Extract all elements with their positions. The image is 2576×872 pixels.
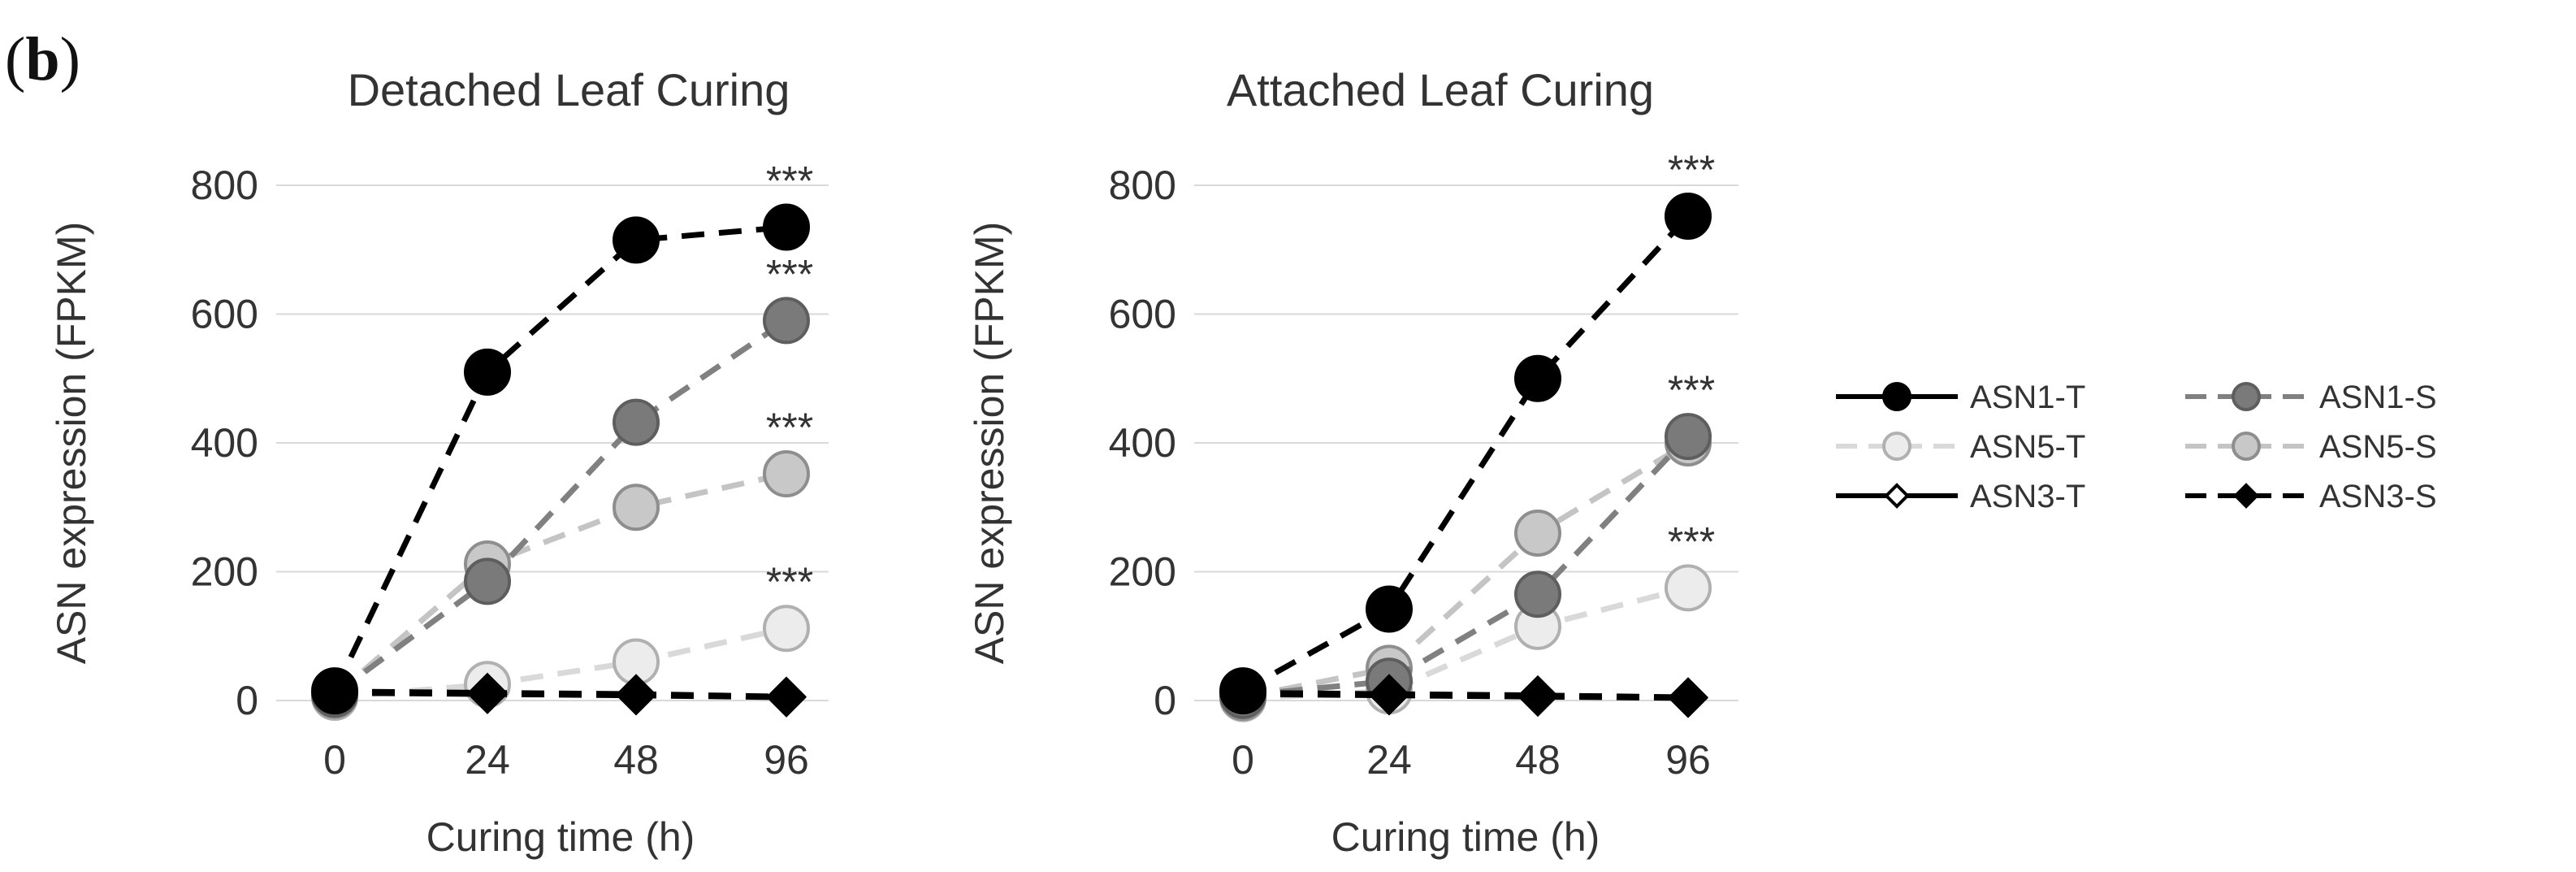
- series-line-asn3-s: [334, 688, 787, 700]
- series-line-asn1-s: [332, 318, 788, 696]
- legend-entry-asn1-s: ASN1-S: [2185, 380, 2437, 415]
- legend-marker: [1882, 382, 1911, 411]
- legend-entry-asn3-s: ASN3-S: [2185, 479, 2437, 514]
- series-asn1-s: [1219, 413, 1712, 719]
- data-point-asn1-s: [763, 297, 810, 345]
- data-point-asn3-s: [766, 676, 807, 718]
- legend-label: ASN5-S: [2319, 429, 2437, 465]
- series-line-asn3-s: [1242, 689, 1689, 701]
- series-asn1-s: [311, 297, 810, 718]
- series-asn5-t: [311, 605, 810, 722]
- data-point-asn1-t: [1514, 354, 1561, 402]
- x-tick-label: 0: [323, 737, 346, 783]
- y-tick-label: 600: [191, 292, 258, 337]
- data-point-asn1-s: [464, 557, 511, 605]
- legend-label: ASN1-S: [2319, 380, 2437, 415]
- x-tick-label: 0: [1232, 737, 1254, 783]
- legend-entry-asn5-s: ASN5-S: [2185, 429, 2437, 465]
- x-tick-label: 48: [1515, 737, 1561, 783]
- legend-marker: [1884, 483, 1910, 509]
- y-axis-label: ASN expression (FPKM): [967, 222, 1012, 665]
- panel-letter: b: [25, 25, 60, 93]
- y-axis-label: ASN expression (FPKM): [49, 222, 94, 665]
- y-tick-label: 600: [1109, 292, 1176, 337]
- y-tick-label: 400: [1109, 420, 1176, 466]
- chart-title: Detached Leaf Curing: [348, 64, 790, 115]
- legend: ASN1-T ASN1-S ASN5-T ASN5-S ASN3-T ASN3-S: [1836, 380, 2437, 514]
- legend-marker: [2233, 483, 2259, 509]
- data-point-asn5-s: [763, 450, 810, 498]
- data-point-asn5-s: [1514, 509, 1561, 557]
- data-point-asn1-s: [1665, 413, 1712, 461]
- chart-detached: Detached Leaf Curing 0 200 400 600 800 0 24 48 96…: [49, 64, 829, 860]
- data-point-asn3-s: [1223, 672, 1263, 714]
- data-point-asn3-s: [1517, 675, 1558, 716]
- significance-label: ***: [766, 251, 813, 297]
- y-tick-label: 200: [1109, 549, 1176, 595]
- series-asn3-s: [314, 671, 807, 718]
- chart-attached: Attached Leaf Curing 0 200 400 600 800 0 24 48 96…: [967, 64, 1738, 860]
- data-point-asn3-s: [1668, 677, 1708, 718]
- legend-marker: [1882, 432, 1911, 461]
- legend-entry-asn5-t: ASN5-T: [1836, 429, 2085, 465]
- series-asn3-s: [1223, 672, 1708, 718]
- significance-label: ***: [1668, 518, 1715, 564]
- legend-label: ASN1-T: [1970, 380, 2085, 415]
- legend-entry-asn1-t: ASN1-T: [1836, 380, 2085, 415]
- x-axis-label: Curing time (h): [1331, 814, 1600, 860]
- y-tick-label: 0: [236, 678, 258, 723]
- data-point-asn3-s: [616, 674, 656, 714]
- y-tick-label: 400: [191, 420, 258, 466]
- series-asn1-t: [311, 203, 810, 715]
- data-point-asn1-t: [1665, 193, 1712, 241]
- series-line-asn1-s: [1242, 434, 1691, 699]
- chart-title: Attached Leaf Curing: [1227, 64, 1654, 115]
- data-point-asn5-t: [1665, 564, 1712, 612]
- legend-entry-asn3-t: ASN3-T: [1836, 479, 2085, 514]
- data-point-asn1-t: [763, 203, 810, 251]
- significance-label: ***: [1668, 147, 1715, 193]
- x-tick-label: 96: [1665, 737, 1711, 783]
- y-tick-label: 200: [191, 549, 258, 595]
- significance-label: ***: [766, 158, 813, 204]
- x-tick-label: 48: [613, 737, 659, 783]
- data-point-asn5-t: [763, 605, 810, 653]
- legend-marker: [2232, 432, 2261, 461]
- y-tick-label: 800: [1109, 163, 1176, 208]
- legend-label: ASN5-T: [1970, 429, 2085, 465]
- legend-label: ASN3-T: [1970, 479, 2085, 514]
- x-tick-label: 24: [465, 737, 510, 783]
- x-axis-label: Curing time (h): [426, 814, 695, 860]
- significance-label: ***: [1668, 367, 1715, 413]
- significance-label: ***: [766, 405, 813, 450]
- data-point-asn1-t: [1366, 585, 1413, 633]
- series-asn5-s: [1219, 419, 1712, 722]
- data-point-asn3-s: [467, 672, 508, 714]
- data-point-asn1-t: [464, 348, 511, 396]
- y-tick-label: 0: [1154, 678, 1176, 723]
- data-point-asn1-t: [613, 216, 660, 264]
- x-tick-label: 96: [764, 737, 809, 783]
- panel-label: (b): [5, 25, 80, 93]
- legend-marker: [2232, 382, 2261, 411]
- y-tick-label: 800: [191, 163, 258, 208]
- data-point-asn5-s: [613, 484, 660, 531]
- x-tick-label: 24: [1366, 737, 1412, 783]
- series-line-asn5-s: [332, 471, 787, 698]
- series-line-asn5-t: [1242, 584, 1689, 702]
- significance-label: ***: [766, 559, 813, 605]
- series-line-asn1-t: [1241, 214, 1691, 694]
- data-point-asn3-s: [1369, 674, 1409, 714]
- data-point-asn3-s: [314, 671, 355, 712]
- data-point-asn1-s: [613, 398, 660, 446]
- data-point-asn1-s: [1514, 570, 1561, 618]
- series-line-asn1-t: [331, 224, 787, 692]
- legend-label: ASN3-S: [2319, 479, 2437, 514]
